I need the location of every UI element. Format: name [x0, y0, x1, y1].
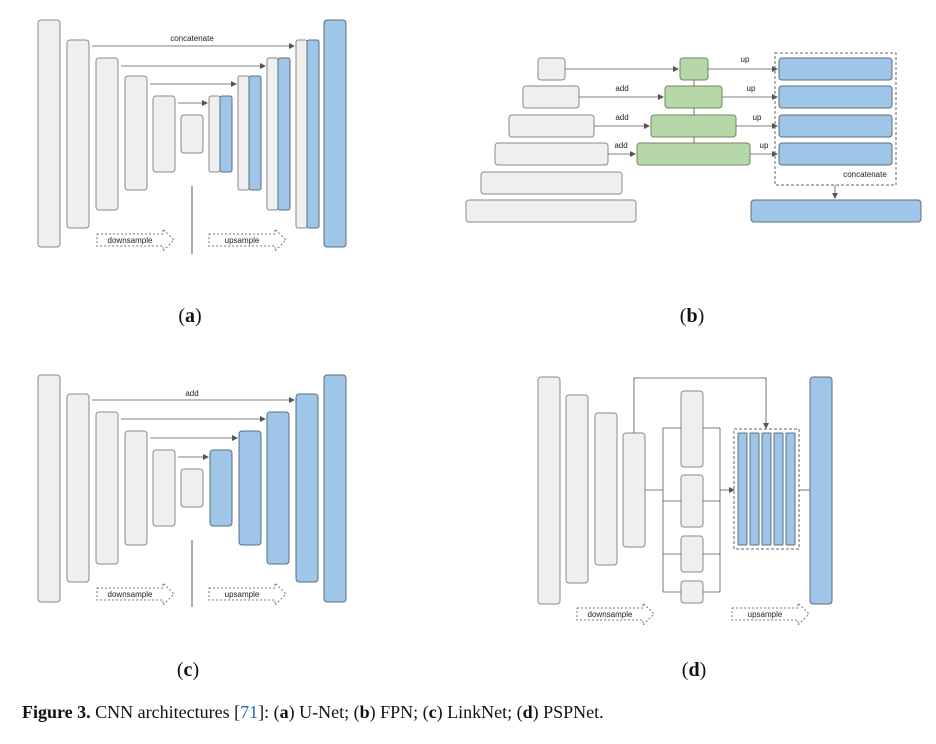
upsampled-map: [778, 114, 893, 138]
feature-map-block: [622, 432, 646, 548]
encoder-block: [66, 39, 90, 229]
panel-c-linknet: add downsample upsample (c): [37, 374, 347, 681]
panel-label: (a): [178, 305, 201, 327]
upsample-label: upsample: [225, 236, 260, 245]
upsample-arrow: [208, 581, 287, 607]
pooling-branch: [680, 474, 704, 528]
downsample-label: downsample: [588, 610, 633, 619]
pooling-branch: [680, 390, 704, 468]
encoder-block: [124, 430, 148, 546]
top-down-level: [679, 57, 709, 81]
decoder-block: [295, 393, 319, 583]
global-skip-arrow: [633, 377, 769, 433]
upsampled-map: [778, 142, 893, 166]
decoder-block: [238, 430, 262, 546]
concatenate-label: concatenate: [170, 34, 214, 43]
downsample-arrow: [576, 601, 655, 627]
encoder-block: [66, 393, 90, 583]
encoder-block: [124, 75, 148, 191]
decoder-block: [277, 57, 291, 211]
upsampled-map: [778, 85, 893, 109]
figure-number: Figure 3.: [22, 702, 91, 722]
panel-label: (d): [682, 659, 706, 681]
pyramid-level: [465, 199, 637, 223]
encoder-block: [95, 411, 119, 565]
skip-block: [266, 57, 279, 211]
panel-a-unet: concatenate downsample upsample (a): [37, 19, 347, 327]
encoder-block: [152, 95, 176, 173]
encoder-block: [565, 394, 589, 584]
add-label: add: [614, 141, 627, 150]
pyramid-level: [522, 85, 580, 109]
concat-map: [749, 432, 760, 546]
bottleneck-block: [180, 468, 204, 508]
top-down-level: [650, 114, 737, 138]
upsample-arrow: [208, 227, 287, 253]
pyramid-level: [537, 57, 566, 81]
upsampled-map: [778, 57, 893, 81]
encoder-block: [37, 374, 61, 603]
decoder-block: [306, 39, 320, 229]
output-block: [809, 376, 833, 605]
panel-label: (c): [177, 659, 199, 681]
output-block: [750, 199, 922, 223]
bottleneck-block: [180, 114, 204, 154]
top-down-level: [664, 85, 723, 109]
concat-map: [785, 432, 796, 546]
upsample-label: upsample: [748, 610, 783, 619]
panel-label: (b): [680, 305, 704, 327]
up-label: up: [753, 113, 762, 122]
encoder-block: [152, 449, 176, 527]
decoder-block: [248, 75, 262, 191]
up-label: up: [741, 55, 750, 64]
add-label: add: [185, 389, 198, 398]
decoder-block: [209, 449, 233, 527]
downsample-arrow: [96, 581, 175, 607]
up-label: up: [747, 84, 756, 93]
pyramid-level: [494, 142, 609, 166]
concatenate-group: [733, 428, 800, 550]
encoder-block: [37, 19, 61, 248]
decoder-block: [266, 411, 290, 565]
pyramid-level: [508, 114, 595, 138]
encoder-block: [594, 412, 618, 566]
downsample-arrow: [96, 227, 175, 253]
pooling-branch: [680, 580, 704, 604]
add-label: add: [615, 84, 628, 93]
panel-d-pspnet: downsample upsample (d): [537, 376, 833, 681]
concatenate-label: concatenate: [843, 170, 887, 179]
skip-block: [208, 95, 221, 173]
citation-link[interactable]: 71: [240, 702, 259, 722]
up-label: up: [760, 141, 769, 150]
output-block: [323, 19, 347, 248]
pooling-branch: [680, 535, 704, 573]
concat-map: [761, 432, 772, 546]
skip-block: [237, 75, 250, 191]
figure-caption: Figure 3. CNN architectures [71]: (a) U-…: [22, 702, 604, 722]
upsample-label: upsample: [225, 590, 260, 599]
decoder-block: [219, 95, 233, 173]
pyramid-level: [480, 171, 623, 195]
encoder-block: [537, 376, 561, 605]
add-label: add: [615, 113, 628, 122]
upsample-arrow: [731, 601, 810, 627]
encoder-block: [95, 57, 119, 211]
top-down-level: [636, 142, 751, 166]
output-block: [323, 374, 347, 603]
concatenate-group: [774, 52, 897, 186]
downsample-label: downsample: [108, 590, 153, 599]
cnn-architectures-figure: concatenate downsample upsample (a) add: [37, 19, 922, 681]
concat-map: [773, 432, 784, 546]
downsample-label: downsample: [108, 236, 153, 245]
panel-b-fpn: add add add up up up up concatenate (b): [465, 52, 922, 327]
concat-map: [737, 432, 748, 546]
skip-block: [295, 39, 308, 229]
